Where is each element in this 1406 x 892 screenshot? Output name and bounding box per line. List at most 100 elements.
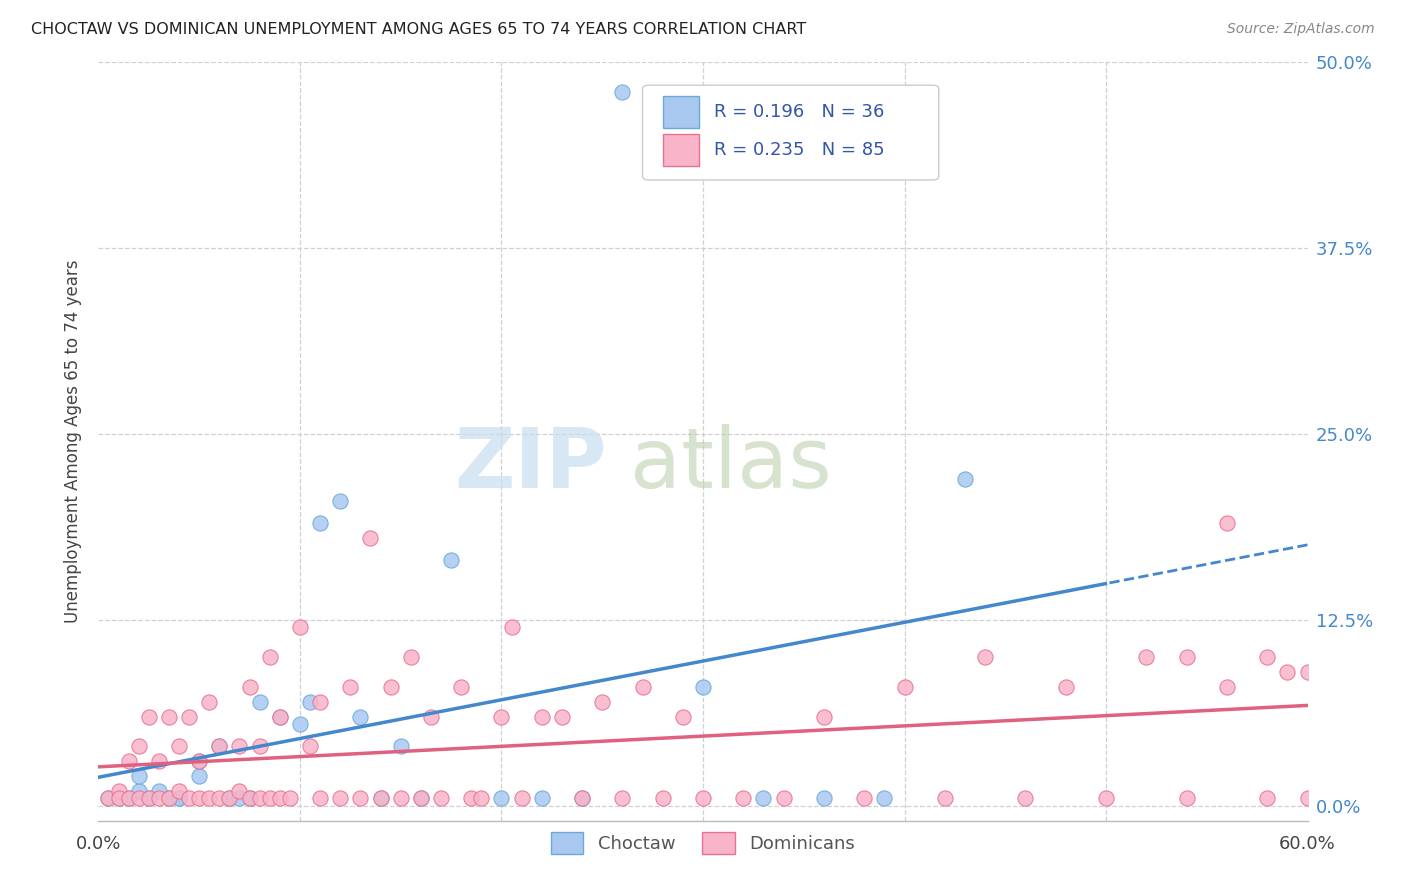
Point [218, 791, 240, 805]
Point [612, 791, 634, 805]
Point [148, 784, 170, 798]
Point [460, 791, 482, 805]
Point [188, 769, 211, 783]
Point [269, 791, 291, 805]
Point [692, 680, 714, 694]
Point [1296, 665, 1319, 679]
Point [491, 709, 513, 723]
Point [1256, 650, 1278, 665]
Point [288, 717, 311, 731]
Point [249, 695, 271, 709]
Point [107, 791, 129, 805]
Point [953, 472, 976, 486]
Point [571, 791, 593, 805]
Point [399, 650, 422, 665]
Point [118, 791, 141, 805]
Point [672, 709, 695, 723]
Point [157, 709, 180, 723]
Point [239, 791, 262, 805]
Point [239, 680, 262, 694]
Point [651, 791, 673, 805]
Point [309, 516, 332, 531]
Point [97, 791, 120, 805]
Point [510, 791, 533, 805]
Text: Source: ZipAtlas.com: Source: ZipAtlas.com [1227, 22, 1375, 37]
Point [450, 680, 472, 694]
Point [530, 791, 553, 805]
Point [128, 784, 150, 798]
Point [148, 791, 170, 805]
Point [1095, 791, 1118, 805]
Point [269, 709, 291, 723]
Point [329, 494, 352, 508]
Point [188, 754, 211, 768]
Point [1175, 791, 1198, 805]
Point [167, 791, 190, 805]
Point [288, 620, 311, 634]
Point [420, 709, 443, 723]
Point [491, 791, 513, 805]
Point [370, 791, 392, 805]
Point [752, 791, 775, 805]
Point [299, 695, 322, 709]
Point [692, 791, 714, 805]
Point [228, 791, 250, 805]
FancyBboxPatch shape [643, 85, 939, 180]
Bar [664, 134, 699, 166]
Point [530, 709, 553, 723]
Point [179, 709, 201, 723]
Point [440, 553, 463, 567]
Point [409, 791, 432, 805]
Point [208, 791, 231, 805]
Point [1277, 665, 1299, 679]
Point [309, 695, 332, 709]
Point [349, 709, 371, 723]
Point [631, 680, 654, 694]
Point [198, 695, 221, 709]
Text: ZIP: ZIP [454, 424, 606, 505]
Point [501, 620, 523, 634]
Point [138, 791, 160, 805]
Point [1216, 680, 1239, 694]
Point [198, 791, 221, 805]
Point [179, 791, 201, 805]
Point [360, 531, 382, 545]
Point [409, 791, 432, 805]
Point [249, 791, 271, 805]
Bar [664, 95, 699, 128]
Point [107, 791, 129, 805]
Point [370, 791, 392, 805]
Point [309, 791, 332, 805]
Point [128, 769, 150, 783]
Point [470, 791, 492, 805]
Point [389, 739, 412, 754]
Point [148, 754, 170, 768]
Text: R = 0.235   N = 85: R = 0.235 N = 85 [714, 141, 884, 159]
Y-axis label: Unemployment Among Ages 65 to 74 years: Unemployment Among Ages 65 to 74 years [65, 260, 83, 624]
Point [218, 791, 240, 805]
Point [813, 709, 835, 723]
Legend: Choctaw, Dominicans: Choctaw, Dominicans [544, 824, 862, 861]
Point [128, 791, 150, 805]
Point [571, 791, 593, 805]
Point [551, 709, 574, 723]
Point [157, 791, 180, 805]
Point [1216, 516, 1239, 531]
Point [339, 680, 361, 694]
Point [1014, 791, 1036, 805]
Point [239, 791, 262, 805]
Point [167, 784, 190, 798]
Point [157, 791, 180, 805]
Text: atlas: atlas [630, 424, 832, 505]
Point [329, 791, 352, 805]
Point [167, 791, 190, 805]
Point [97, 791, 120, 805]
Text: R = 0.196   N = 36: R = 0.196 N = 36 [714, 103, 884, 120]
Point [208, 739, 231, 754]
Point [188, 754, 211, 768]
Point [228, 784, 250, 798]
Point [1296, 791, 1319, 805]
Text: CHOCTAW VS DOMINICAN UNEMPLOYMENT AMONG AGES 65 TO 74 YEARS CORRELATION CHART: CHOCTAW VS DOMINICAN UNEMPLOYMENT AMONG … [31, 22, 806, 37]
Point [1175, 650, 1198, 665]
Point [733, 791, 755, 805]
